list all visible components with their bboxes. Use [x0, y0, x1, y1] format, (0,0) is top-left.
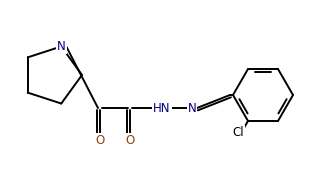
Text: O: O [95, 133, 105, 146]
Text: N: N [188, 101, 196, 115]
Text: Cl: Cl [232, 126, 244, 139]
Text: N: N [57, 40, 66, 53]
Text: HN: HN [153, 101, 171, 115]
Text: O: O [125, 133, 135, 146]
